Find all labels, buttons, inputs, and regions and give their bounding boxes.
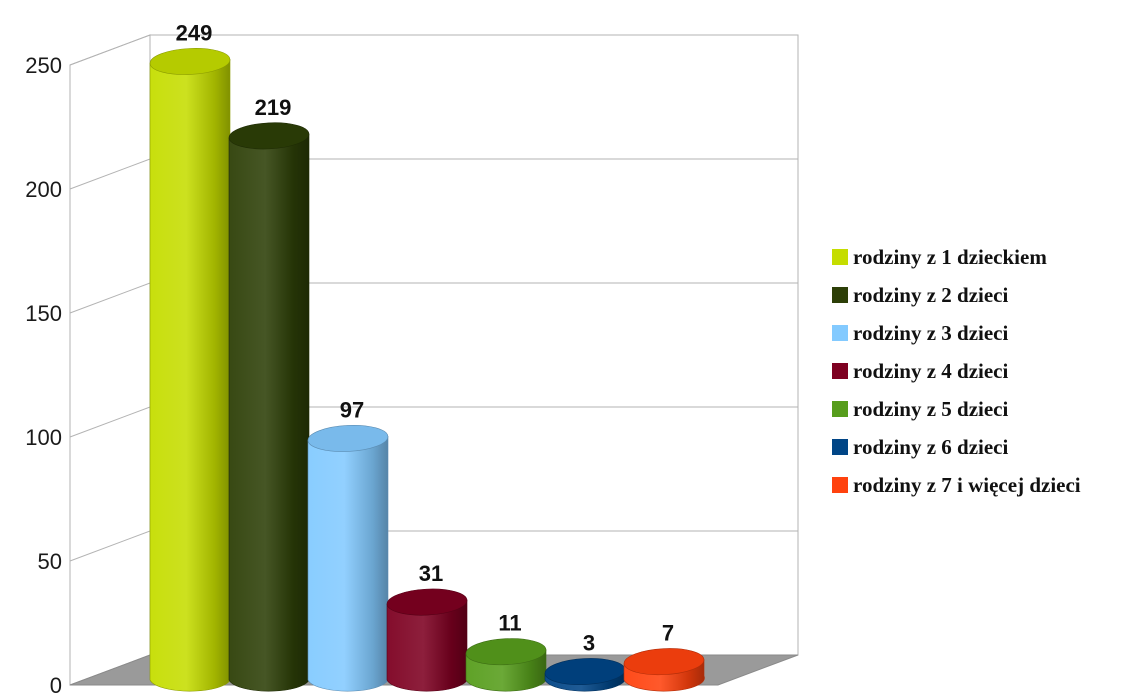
bar-top	[386, 588, 468, 616]
y-axis-ticks: 0 50 100 150 200 250	[25, 53, 62, 698]
legend-item: rodziny z 3 dzieci	[832, 321, 1009, 345]
data-label: 3	[583, 631, 595, 656]
legend-label: rodziny z 6 dzieci	[853, 435, 1009, 459]
legend-swatch	[832, 287, 848, 303]
data-label: 249	[176, 20, 213, 45]
bar-3	[307, 425, 389, 692]
bars	[149, 48, 705, 692]
bar-body	[307, 436, 389, 692]
legend-swatch	[832, 401, 848, 417]
legend-item: rodziny z 6 dzieci	[832, 435, 1009, 459]
legend-item: rodziny z 5 dzieci	[832, 397, 1009, 421]
y-tick-label: 100	[25, 425, 62, 450]
legend-label: rodziny z 3 dzieci	[853, 321, 1009, 345]
side-wall	[69, 34, 151, 686]
data-label: 11	[498, 611, 521, 636]
legend-swatch	[832, 477, 848, 493]
data-label: 31	[419, 561, 443, 586]
bar-2	[228, 122, 310, 692]
y-tick-label: 150	[25, 301, 62, 326]
legend-label: rodziny z 1 dzieckiem	[853, 245, 1047, 269]
legend-swatch	[832, 363, 848, 379]
bar-6	[544, 658, 626, 692]
bar-body	[228, 133, 310, 692]
data-label: 7	[662, 621, 674, 646]
legend-swatch	[832, 439, 848, 455]
legend-swatch	[832, 325, 848, 341]
y-tick-label: 50	[38, 549, 62, 574]
legend-item: rodziny z 7 i więcej dzieci	[832, 473, 1081, 497]
legend-label: rodziny z 5 dzieci	[853, 397, 1009, 421]
legend-swatch	[832, 249, 848, 265]
bar-top	[149, 48, 231, 75]
y-tick-label: 0	[50, 673, 62, 698]
bar-1	[149, 48, 231, 692]
legend-item: rodziny z 4 dzieci	[832, 359, 1009, 383]
bar-top	[623, 648, 705, 676]
bar-top	[465, 638, 547, 666]
bar-body	[149, 59, 231, 692]
data-label: 97	[340, 397, 364, 422]
legend-label: rodziny z 7 i więcej dzieci	[853, 473, 1081, 497]
gridline	[69, 34, 798, 66]
data-label: 219	[255, 95, 292, 120]
bar-7	[623, 648, 705, 692]
y-tick-label: 250	[25, 53, 62, 78]
bar-5	[465, 638, 547, 692]
data-labels: 249 219 97 31 11 3 7	[176, 20, 674, 655]
legend: rodziny z 1 dzieckiem rodziny z 2 dzieci r…	[832, 245, 1081, 497]
bar-4	[386, 588, 468, 692]
legend-item: rodziny z 2 dzieci	[832, 283, 1009, 307]
bar-top	[307, 425, 389, 452]
legend-item: rodziny z 1 dzieckiem	[832, 245, 1047, 269]
bar-top	[228, 122, 310, 150]
legend-label: rodziny z 4 dzieci	[853, 359, 1009, 383]
legend-label: rodziny z 2 dzieci	[853, 283, 1009, 307]
y-tick-label: 200	[25, 177, 62, 202]
